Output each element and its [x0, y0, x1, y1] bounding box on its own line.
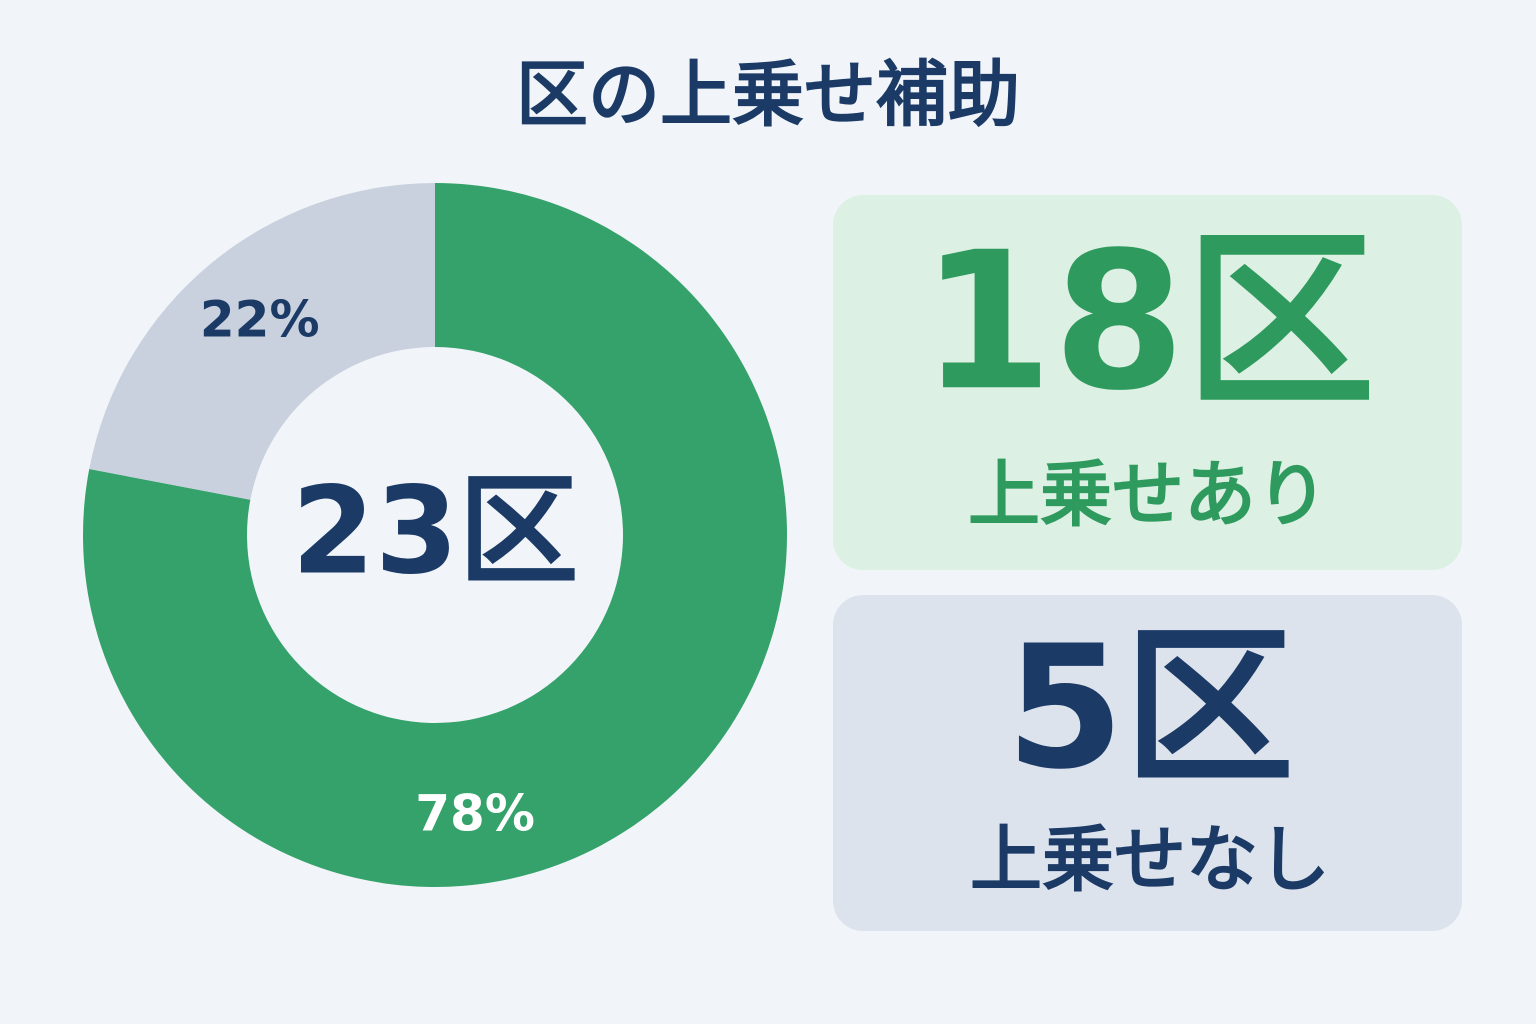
card: [833, 195, 1462, 570]
value-label: 22%: [200, 291, 320, 349]
card-label: 上乗せなし: [970, 818, 1330, 902]
chart-title: 区の上乗せ補助: [516, 53, 1020, 137]
value-label: 78%: [415, 785, 535, 843]
donut-slice: [89, 183, 435, 500]
card: [833, 595, 1462, 931]
card-count: 18区: [921, 211, 1375, 432]
center-label: 23区: [292, 463, 579, 602]
donut-slice: [83, 183, 788, 887]
card-label: 上乗せあり: [968, 453, 1328, 537]
card-count: 5区: [1006, 609, 1294, 807]
donut: [83, 183, 788, 887]
